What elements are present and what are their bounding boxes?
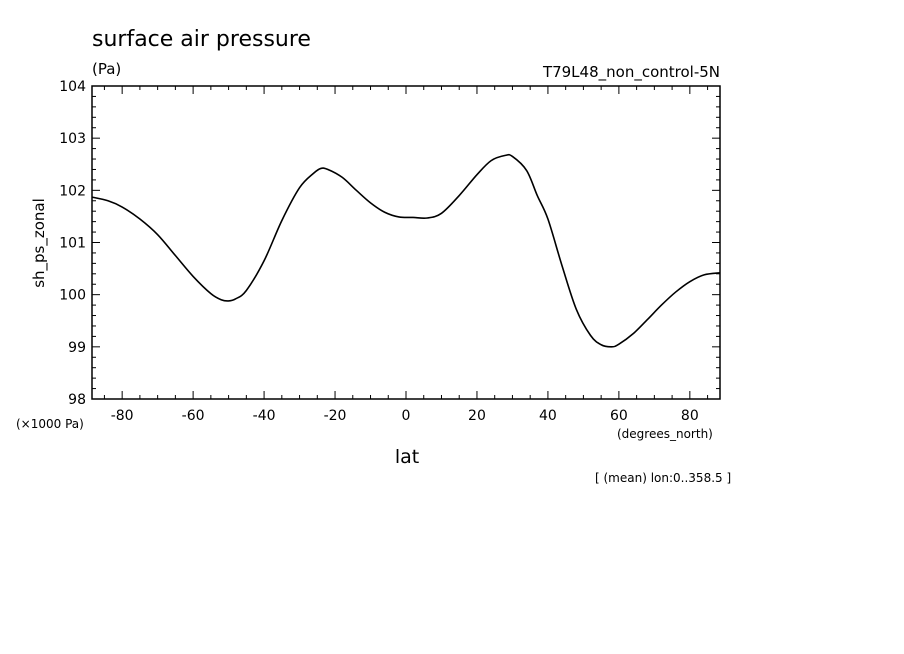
chart-title: surface air pressure [92, 27, 311, 52]
y-tick-label: 99 [68, 340, 86, 356]
x-tick-label: -40 [253, 408, 276, 424]
x-unit-label: (degrees_north) [617, 427, 713, 441]
ticks-group [92, 85, 720, 400]
x-tick-label: 20 [468, 408, 486, 424]
x-tick-label: -80 [111, 408, 134, 424]
y-tick-label: 104 [59, 79, 86, 95]
series-line [91, 153, 721, 348]
plot-frame [91, 85, 721, 400]
tick-labels-group: -80 -60 -40 -20 0 20 40 60 80 98 99 100 101 102 103 104 [59, 79, 698, 424]
footnote: [ (mean) lon:0..358.5 ] [595, 471, 731, 485]
x-tick-label: 60 [610, 408, 628, 424]
x-axis-label: lat [395, 446, 419, 468]
y-scale-label: (×1000 Pa) [16, 417, 84, 431]
y-tick-label: 101 [59, 236, 86, 252]
x-tick-label: 80 [681, 408, 699, 424]
units-label: (Pa) [92, 60, 121, 78]
x-tick-label: 40 [539, 408, 557, 424]
y-tick-label: 100 [59, 288, 86, 304]
y-axis-label: sh_ps_zonal [30, 198, 49, 288]
x-tick-label: -60 [182, 408, 205, 424]
x-tick-label: 0 [402, 408, 411, 424]
y-tick-label: 102 [59, 183, 86, 199]
run-label: T79L48_non_control-5N [542, 63, 720, 82]
y-tick-label: 103 [59, 131, 86, 147]
y-tick-label: 98 [68, 392, 86, 408]
x-tick-label: -20 [324, 408, 347, 424]
